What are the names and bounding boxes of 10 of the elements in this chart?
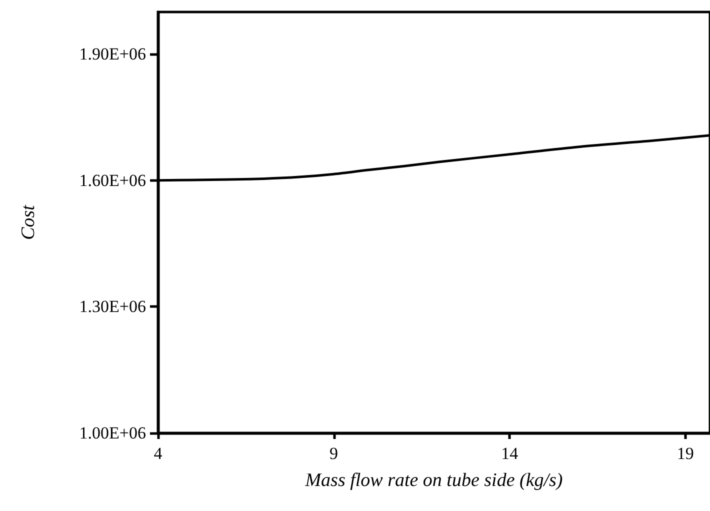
y-tick-label: 1.60E+06 xyxy=(79,170,146,190)
x-tick-label: 14 xyxy=(501,444,519,463)
y-tick-label: 1.30E+06 xyxy=(79,297,146,316)
x-axis-title: Mass flow rate on tube side (kg/s) xyxy=(304,470,563,491)
x-tick-label: 19 xyxy=(676,444,694,463)
x-tick-label: 4 xyxy=(154,444,163,463)
y-tick-label: 1.90E+06 xyxy=(79,44,146,64)
y-axis-title: Cost xyxy=(18,204,39,240)
y-tick-label: 1.00E+06 xyxy=(79,424,146,442)
x-tick-label: 9 xyxy=(330,444,338,463)
